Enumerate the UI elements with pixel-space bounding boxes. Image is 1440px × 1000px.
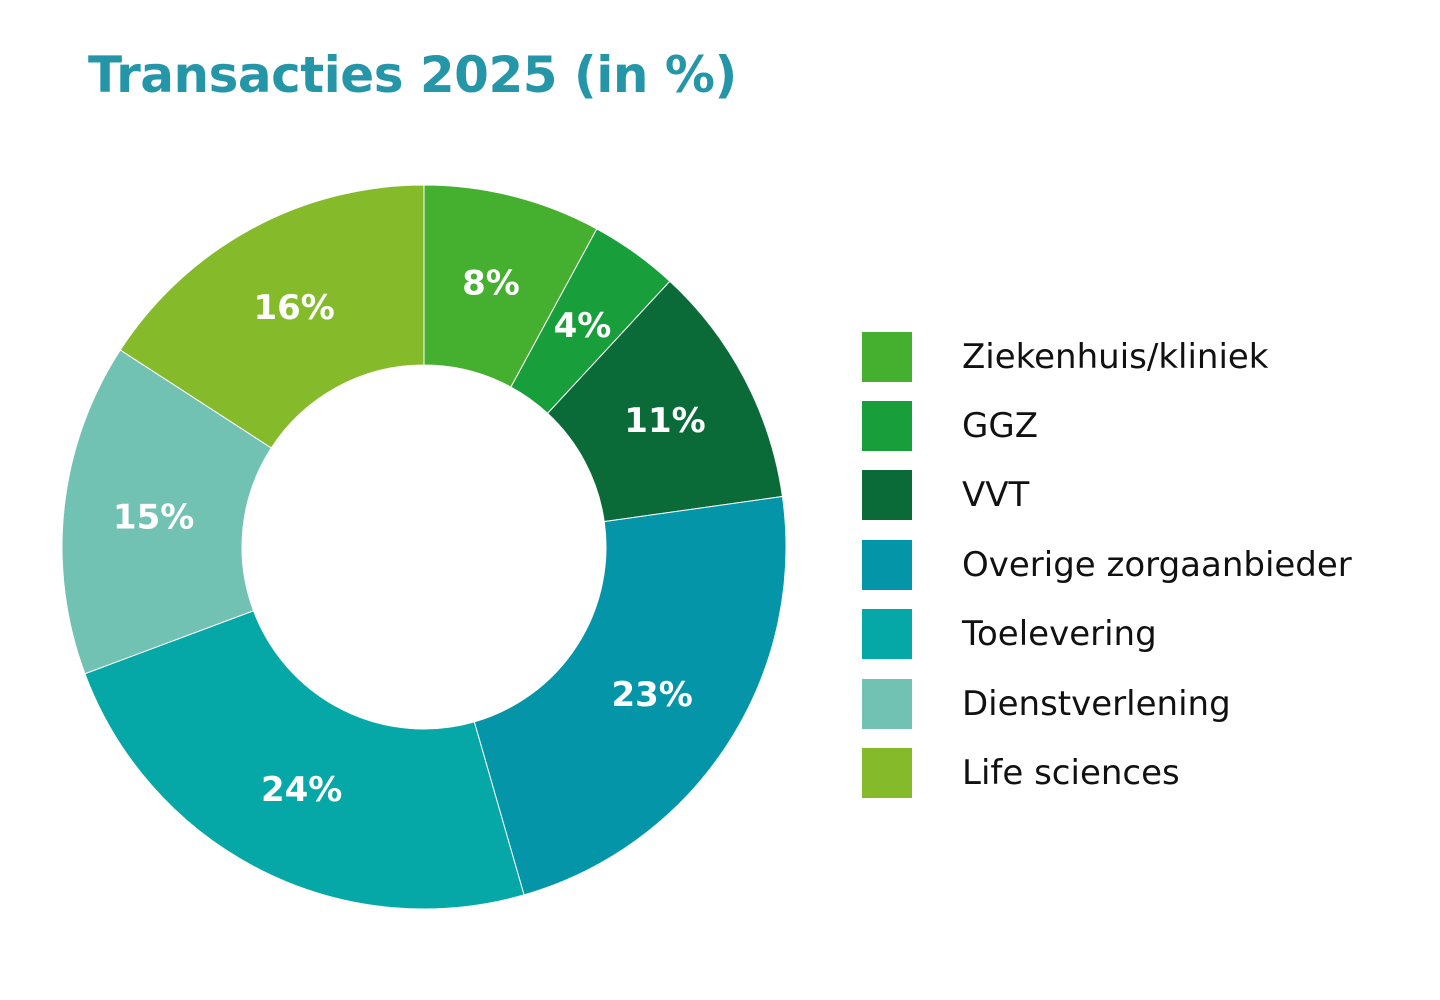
legend-label: Overige zorgaanbieder [962, 544, 1352, 585]
chart-title: Transacties 2025 (in %) [88, 46, 737, 104]
chart-legend: Ziekenhuis/kliniek GGZ VVT Overige zorgaanb… [862, 322, 1352, 808]
donut-chart: 8% 4% 11% 23% 24% 15% 16% [61, 184, 787, 910]
data-label-life-sciences: 16% [253, 288, 334, 328]
legend-label: Life sciences [962, 753, 1180, 794]
legend-swatch [862, 470, 912, 521]
data-label-vvt: 11% [624, 401, 705, 441]
legend-swatch [862, 609, 912, 660]
donut-slices [61, 184, 787, 910]
donut-slice-labels: 8% 4% 11% 23% 24% 15% 16% [113, 263, 706, 810]
legend-item-ziekenhuis-kliniek: Ziekenhuis/kliniek [862, 322, 1352, 391]
donut-slice-life-sciences [119, 184, 425, 449]
legend-label: Dienstverlening [962, 683, 1231, 724]
data-label-ziekenhuis-kliniek: 8% [462, 263, 520, 303]
legend-item-vvt: VVT [862, 461, 1352, 530]
data-label-toelevering: 24% [261, 770, 342, 810]
donut-slice-overige-zorgaanbieder [473, 495, 787, 896]
legend-swatch [862, 331, 912, 382]
legend-item-dienstverlening: Dienstverlening [862, 669, 1352, 738]
legend-item-life-sciences: Life sciences [862, 738, 1352, 807]
donut-slice-toelevering [84, 610, 525, 910]
legend-label: VVT [962, 475, 1030, 516]
legend-label: GGZ [962, 406, 1038, 447]
legend-swatch [862, 678, 912, 729]
data-label-overige-zorgaanbieder: 23% [611, 675, 692, 715]
legend-item-toelevering: Toelevering [862, 600, 1352, 669]
legend-swatch [862, 539, 912, 590]
legend-swatch [862, 748, 912, 799]
donut-slice-dienstverlening [61, 349, 273, 675]
legend-label: Toelevering [962, 614, 1157, 655]
legend-item-overige-zorgaanbieder: Overige zorgaanbieder [862, 530, 1352, 599]
legend-label: Ziekenhuis/kliniek [962, 336, 1269, 377]
data-label-dienstverlening: 15% [113, 497, 194, 537]
data-label-ggz: 4% [554, 306, 612, 346]
legend-item-ggz: GGZ [862, 391, 1352, 460]
legend-swatch [862, 401, 912, 452]
